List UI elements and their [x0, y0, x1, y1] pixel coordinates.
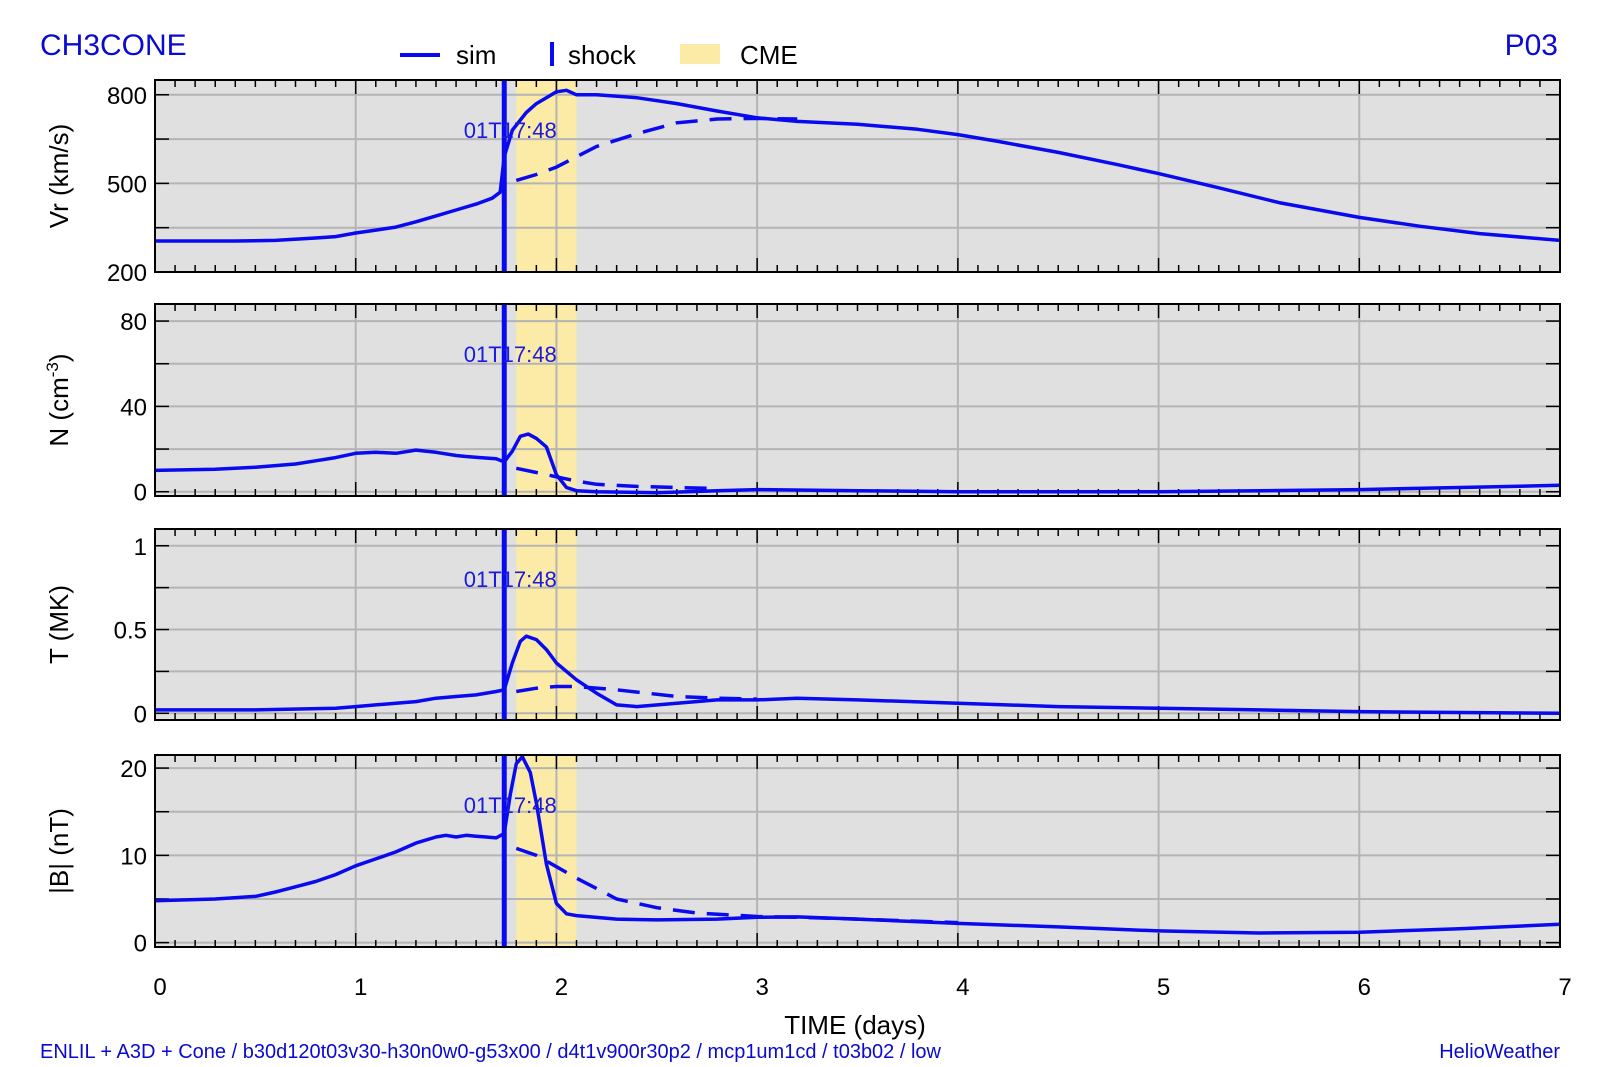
- panel-vr-background: [155, 80, 1560, 272]
- chart-title-right: P03: [1505, 29, 1558, 62]
- y-tick-label: 800: [107, 83, 147, 110]
- x-tick-label: 2: [555, 974, 568, 1001]
- x-axis-tick-labels: 0 1 2 3 4 5 6 7: [153, 974, 1571, 1001]
- y-tick-label: 20: [120, 756, 147, 783]
- shock-time-label: 01T17:48: [464, 118, 557, 143]
- panel-vr: 200 500 800 Vr (km/s) 01T17:48: [44, 79, 1561, 287]
- shock-time-label: 01T17:48: [464, 567, 557, 592]
- x-tick-label: 0: [153, 974, 166, 1001]
- y-axis-title-exponent: -3: [43, 362, 62, 377]
- x-tick-label: 6: [1358, 974, 1371, 1001]
- panel-frame: [154, 303, 1561, 497]
- panel-b-background: [155, 755, 1560, 947]
- x-tick-label: 5: [1157, 974, 1170, 1001]
- y-tick-label: 40: [120, 394, 147, 421]
- legend-shock-label: shock: [568, 40, 637, 70]
- y-axis-title: |B| (nT): [44, 808, 74, 894]
- y-axis-title: T (MK): [44, 585, 74, 664]
- y-tick-label: 0.5: [114, 618, 147, 645]
- legend-cme-swatch: [680, 44, 720, 64]
- series-dashed-line: [515, 116, 798, 183]
- series-sim-line: [155, 432, 1560, 495]
- x-axis-title: TIME (days): [784, 1010, 926, 1040]
- x-tick-label: 1: [354, 974, 367, 1001]
- panel-n-background: [155, 304, 1560, 496]
- y-tick-label: 500: [107, 171, 147, 198]
- footer-brand: HelioWeather: [1439, 1041, 1560, 1063]
- legend-cme-label: CME: [740, 40, 798, 70]
- y-axis-title: Vr (km/s): [44, 124, 74, 228]
- panel-b: 0 10 20 |B| (nT) 01T17:48: [44, 754, 1561, 958]
- y-tick-label: 0: [134, 701, 147, 728]
- x-tick-label: 7: [1558, 974, 1571, 1001]
- panel-t-background: [155, 529, 1560, 720]
- y-tick-label: 0: [134, 931, 147, 958]
- x-tick-label: 4: [956, 974, 969, 1001]
- y-tick-label: 80: [120, 309, 147, 336]
- panel-t: 0 0.5 1 T (MK) 01T17:48: [44, 528, 1561, 728]
- cme-band: [516, 304, 577, 496]
- footer-run-info: ENLIL + A3D + Cone / b30d120t03v30-h30n0…: [40, 1041, 942, 1063]
- panel-frame: [154, 754, 1561, 948]
- legend-sim-label: sim: [456, 40, 496, 70]
- x-tick-label: 3: [755, 974, 768, 1001]
- series-sim-line: [155, 88, 1560, 243]
- y-tick-label: 1: [134, 534, 147, 561]
- y-axis-title-rest: ): [44, 353, 74, 362]
- series-dashed-line: [516, 684, 758, 701]
- series-dashed-line: [515, 846, 958, 925]
- panel-frame: [154, 79, 1561, 273]
- series-sim-line: [155, 755, 1560, 935]
- legend-shock-swatch: [550, 42, 554, 66]
- shock-time-label: 01T17:48: [464, 793, 557, 818]
- shock-time-label: 01T17:48: [464, 342, 557, 367]
- chart-title-left: CH3CONE: [40, 29, 187, 62]
- panel-frame: [154, 528, 1561, 721]
- series-dashed-line: [515, 466, 718, 491]
- legend: sim shock CME: [400, 40, 798, 70]
- series-sim-line: [155, 634, 1560, 716]
- y-tick-label: 10: [120, 843, 147, 870]
- y-tick-label: 200: [107, 260, 147, 287]
- y-tick-label: 0: [134, 480, 147, 507]
